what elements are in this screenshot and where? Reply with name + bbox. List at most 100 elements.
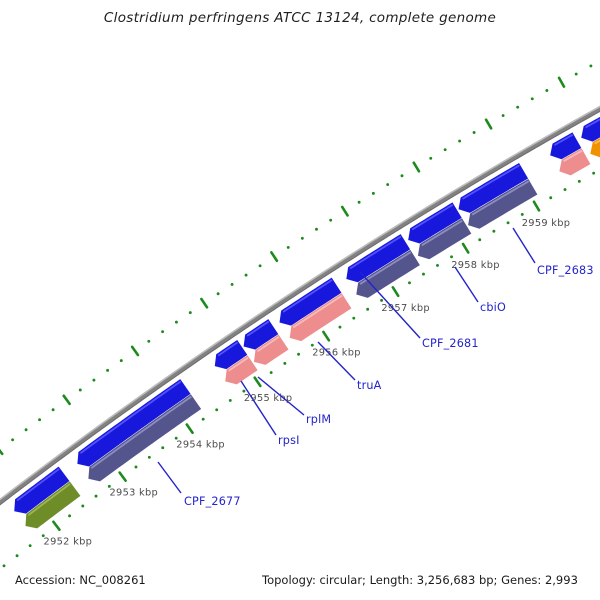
ruler-label-2954: 2954 kbp bbox=[176, 440, 225, 451]
gene-cds-arrow-unlabeled-bevel bbox=[16, 468, 60, 501]
gene-label-CPF_2683[interactable]: CPF_2683 bbox=[537, 264, 594, 277]
ruler-dot bbox=[41, 534, 45, 538]
ruler-dot bbox=[244, 273, 248, 277]
ruler-dot bbox=[188, 311, 192, 315]
gene-cds-arrow-CPF_2683-bevel bbox=[462, 164, 520, 200]
gene-category-arrow-rplM[interactable] bbox=[253, 334, 289, 365]
gene-category-arrow-CPF_2677[interactable] bbox=[88, 394, 202, 482]
ruler-dot bbox=[577, 179, 581, 183]
ruler-dot bbox=[352, 316, 356, 320]
ruler-dot bbox=[563, 188, 567, 191]
gene-cds-arrow-unlabeled-bevel bbox=[585, 118, 600, 128]
ruler-dot bbox=[68, 514, 72, 518]
ruler-dot bbox=[310, 343, 314, 347]
ruler-dot bbox=[357, 200, 361, 204]
gene-leader-CPF_2677 bbox=[157, 461, 182, 494]
ruler-dot bbox=[443, 148, 447, 152]
gene-category-arrow-rpsI[interactable] bbox=[225, 355, 258, 385]
gene-cds-arrow-CPF_2677[interactable] bbox=[77, 379, 191, 467]
ruler-major-tick bbox=[461, 242, 470, 254]
accession-text: Accession: NC_008261 bbox=[15, 573, 146, 587]
ruler-dot bbox=[201, 417, 205, 421]
gene-cds-arrow-cbiO-bevel bbox=[411, 204, 454, 231]
ruler-dot bbox=[501, 114, 505, 118]
ruler-dot bbox=[92, 378, 96, 382]
ruler-label-2955: 2955 kbp bbox=[244, 393, 293, 404]
ruler-dot bbox=[380, 298, 384, 302]
ruler-dot bbox=[242, 389, 246, 393]
gene-label-cbiO[interactable]: cbiO bbox=[480, 301, 506, 314]
ruler-dot bbox=[147, 455, 151, 459]
ruler-major-tick bbox=[62, 394, 71, 406]
gene-category-arrow-rpsI-bevel bbox=[228, 357, 249, 372]
gene-label-CPF_2677[interactable]: CPF_2677 bbox=[184, 495, 241, 508]
gene-category-arrow-cbiO[interactable] bbox=[417, 218, 472, 260]
gene-label-CPF_2681[interactable]: CPF_2681 bbox=[422, 337, 479, 350]
gene-category-arrow-CPF_2683[interactable] bbox=[468, 178, 538, 229]
ruler-major-tick bbox=[557, 76, 566, 88]
gene-cds-arrow-unlabeled[interactable] bbox=[14, 466, 70, 514]
gene-label-truA[interactable]: truA bbox=[357, 379, 382, 392]
ruler-dot bbox=[51, 408, 55, 412]
ruler-dot bbox=[147, 339, 151, 343]
ruler-dot bbox=[530, 97, 534, 101]
ruler-dot bbox=[300, 236, 304, 240]
gene-category-arrow-truA[interactable] bbox=[289, 293, 352, 342]
ruler-dot bbox=[228, 398, 232, 402]
ruler-dot bbox=[450, 255, 453, 259]
gene-cds-arrow-cbiO[interactable] bbox=[408, 202, 462, 244]
ruler-label-2956: 2956 kbp bbox=[312, 348, 361, 359]
ruler-dot bbox=[230, 282, 234, 286]
ruler-major-tick bbox=[532, 200, 541, 212]
ruler-label-2959: 2959 kbp bbox=[522, 218, 571, 229]
gene-cds-arrow-truA[interactable] bbox=[279, 277, 342, 326]
ruler-dot bbox=[574, 72, 578, 76]
gene-leader-CPF_2681 bbox=[359, 271, 421, 339]
ruler-dot bbox=[549, 196, 553, 200]
gene-category-arrow-unlabeled[interactable] bbox=[559, 148, 591, 176]
status-bar: Accession: NC_008261 Topology: circular;… bbox=[0, 573, 600, 593]
ruler-dot bbox=[283, 361, 287, 365]
ruler-dot bbox=[422, 272, 425, 276]
ruler-dot bbox=[161, 330, 165, 334]
gene-leader-truA bbox=[317, 341, 356, 381]
ruler-dot bbox=[216, 292, 220, 296]
gene-cds-arrow-unlabeled-bevel bbox=[554, 134, 573, 146]
gene-category-arrow-unlabeled[interactable] bbox=[25, 481, 81, 529]
gene-cds-arrow-truA-bevel bbox=[282, 279, 333, 313]
gene-cds-arrow-CPF_2681[interactable] bbox=[346, 234, 411, 283]
ruler-dot bbox=[520, 212, 524, 216]
ruler-major-tick bbox=[185, 423, 194, 435]
gene-cds-arrow-rplM-bevel bbox=[246, 320, 270, 337]
ruler-major-tick bbox=[130, 345, 140, 357]
genome-backbone bbox=[0, 105, 600, 506]
gene-label-rplM[interactable]: rplM bbox=[306, 413, 331, 426]
ruler-major-tick bbox=[0, 448, 4, 456]
ruler-dot bbox=[366, 307, 370, 311]
ruler-dot bbox=[269, 371, 273, 375]
ruler-major-tick bbox=[200, 297, 209, 309]
gene-cds-arrow-rplM[interactable] bbox=[243, 319, 279, 350]
gene-category-arrow-CPF_2683-bevel bbox=[471, 180, 529, 216]
gene-cds-arrow-CPF_2683[interactable] bbox=[458, 162, 529, 213]
ruler-dot bbox=[15, 554, 19, 558]
gene-cds-arrow-rpsI[interactable] bbox=[214, 339, 248, 370]
ruler-dot bbox=[81, 504, 85, 508]
ruler-dot bbox=[94, 494, 98, 498]
genome-backbone-shade bbox=[0, 110, 600, 506]
ruler-dot bbox=[492, 229, 496, 233]
gene-cds-arrow-unlabeled[interactable] bbox=[550, 132, 582, 160]
ruler-dot bbox=[458, 139, 462, 143]
ruler-major-tick bbox=[322, 330, 331, 342]
gene-category-arrow-CPF_2681-bevel bbox=[359, 251, 412, 285]
ruler-dot bbox=[2, 564, 6, 568]
gene-cds-arrow-unlabeled[interactable] bbox=[581, 103, 600, 142]
ruler-dot bbox=[589, 64, 593, 68]
ruler-dot bbox=[472, 131, 476, 134]
ruler-dot bbox=[28, 544, 32, 548]
gene-label-rpsI[interactable]: rpsI bbox=[278, 434, 300, 447]
gene-leader-cbiO bbox=[454, 266, 479, 303]
ruler-label-2957: 2957 kbp bbox=[381, 303, 430, 314]
gene-category-arrow-CPF_2677-bevel bbox=[91, 396, 192, 469]
